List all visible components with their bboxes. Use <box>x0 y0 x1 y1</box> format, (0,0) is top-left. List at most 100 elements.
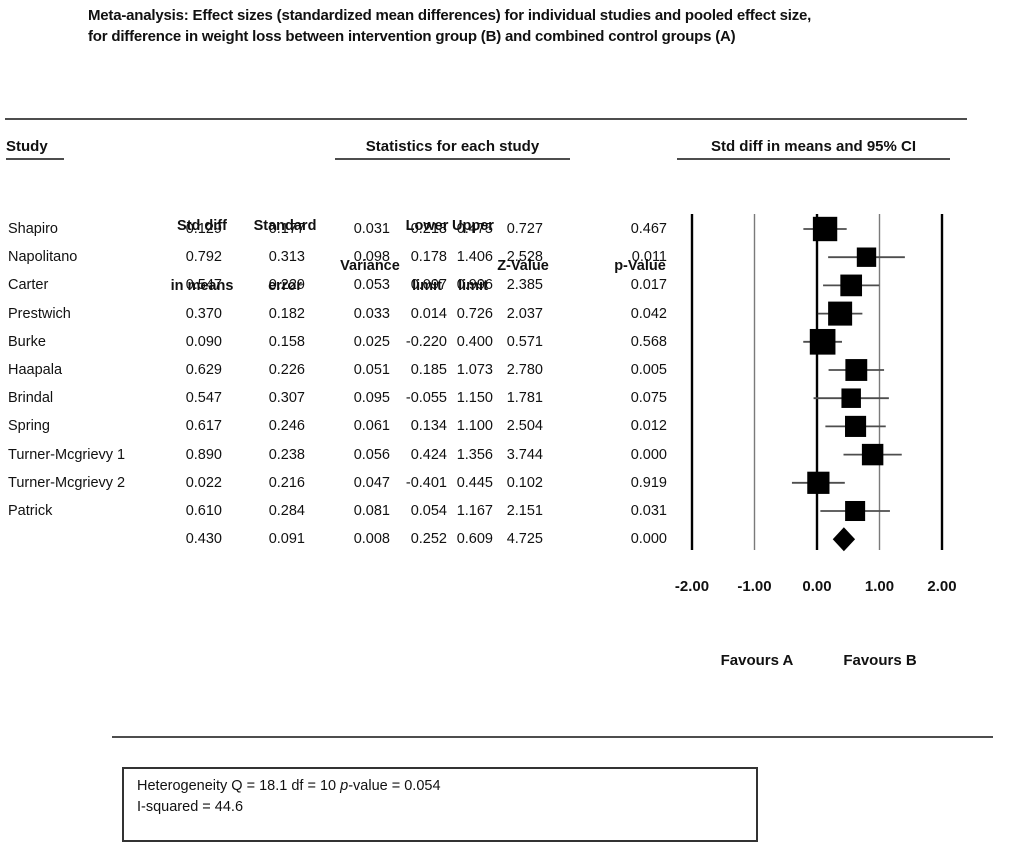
cell-std-err: 0.284 <box>268 503 305 519</box>
cell-variance: 0.056 <box>353 446 390 463</box>
heterogeneity-line2: I-squared = 44.6 <box>137 799 244 815</box>
cell-z: 3.744 <box>506 446 543 463</box>
study-name: Patrick <box>8 503 53 519</box>
cell-lower: 0.424 <box>410 446 447 463</box>
cell-lower: 0.134 <box>410 418 447 435</box>
study-marker <box>845 500 866 522</box>
cell-std-err: 0.229 <box>268 277 305 294</box>
cell-variance: 0.008 <box>353 531 390 548</box>
cell-z: 2.504 <box>506 418 543 435</box>
cell-std-err: 0.091 <box>268 531 305 548</box>
cell-p: 0.031 <box>630 503 667 519</box>
cell-variance: 0.095 <box>353 390 390 407</box>
bottom-divider <box>112 736 993 738</box>
heterogeneity-line1: Heterogeneity Q = 18.1 df = 10 p-value =… <box>137 778 441 794</box>
cell-upper: 1.167 <box>456 503 493 519</box>
study-name: Carter <box>8 277 49 294</box>
cell-std-err: 0.177 <box>268 221 305 237</box>
study-marker <box>840 274 863 297</box>
cell-std-err: 0.226 <box>268 362 305 378</box>
col-header-upper-limit: Upper limit <box>452 218 494 294</box>
cell-upper: 0.475 <box>456 221 493 237</box>
table-row: Burke 0.090 0.158 0.025 -0.220 0.400 0.571 0.56… <box>0 328 692 356</box>
table-row: Spring 0.617 0.246 0.061 0.134 1.100 2.504 0.01… <box>0 412 692 440</box>
table-row: Shapiro 0.129 0.177 0.031 -0.218 0.475 0.727 0.… <box>0 215 692 243</box>
study-name: Haapala <box>8 362 63 378</box>
col-header-p-value: p-Value <box>614 258 666 274</box>
cell-upper: 1.406 <box>456 249 493 266</box>
x-axis-tick-label: -2.00 <box>674 578 710 595</box>
cell-z: 2.780 <box>506 362 543 378</box>
cell-z: 4.725 <box>506 531 543 548</box>
top-divider <box>5 118 967 120</box>
x-axis: -2.00 -1.00 0.00 1.00 2.00 <box>0 578 1024 600</box>
favours-a-label: Favours A <box>720 652 794 669</box>
forest-plot-area <box>690 214 944 552</box>
cell-std-diff: 0.022 <box>185 474 222 491</box>
study-name: Turner-Mcgrievy 1 <box>8 446 126 463</box>
cell-z: 2.037 <box>506 305 543 322</box>
cell-p: 0.000 <box>630 531 667 548</box>
study-marker <box>812 216 838 242</box>
cell-std-diff: 0.890 <box>185 446 222 463</box>
cell-upper: 1.150 <box>456 390 493 407</box>
cell-variance: 0.025 <box>353 333 390 350</box>
column-group-study: Study <box>6 137 64 160</box>
cell-z: 1.781 <box>506 390 543 407</box>
cell-lower: -0.055 <box>405 390 447 407</box>
table-row: Patrick 0.610 0.284 0.081 0.054 1.167 2.151 0.0… <box>0 497 692 525</box>
cell-lower: 0.014 <box>410 305 447 322</box>
cell-upper: 0.400 <box>456 333 493 350</box>
table-row: Turner-Mcgrievy 1 0.890 0.238 0.056 0.424 1.3… <box>0 441 692 469</box>
cell-variance: 0.033 <box>353 305 390 322</box>
cell-upper: 0.726 <box>456 305 493 322</box>
cell-upper: 0.996 <box>456 277 493 294</box>
figure-title-line2: for difference in weight loss between in… <box>88 28 736 45</box>
x-axis-tick-label: 1.00 <box>864 578 895 595</box>
cell-lower: 0.185 <box>410 362 447 378</box>
table-row: Turner-Mcgrievy 2 0.022 0.216 0.047 -0.401 0.… <box>0 469 692 497</box>
cell-lower: 0.178 <box>410 249 447 266</box>
cell-upper: 1.073 <box>456 362 493 378</box>
study-marker <box>828 301 853 326</box>
cell-variance: 0.031 <box>353 221 390 237</box>
cell-p: 0.017 <box>630 277 667 294</box>
study-marker <box>841 388 861 408</box>
col-header-std-diff: Std diff in means <box>170 218 234 294</box>
favours-b-label: Favours B <box>843 652 917 669</box>
study-marker <box>809 328 836 355</box>
cell-z: 0.727 <box>506 221 543 237</box>
study-name: Shapiro <box>8 221 58 237</box>
cell-std-err: 0.238 <box>268 446 305 463</box>
study-name: Burke <box>8 333 46 350</box>
cell-std-diff: 0.090 <box>185 333 222 350</box>
figure-title-line1: Meta-analysis: Effect sizes (standardize… <box>88 7 812 24</box>
col-header-variance: Variance <box>340 258 400 274</box>
study-name: Brindal <box>8 390 54 407</box>
cell-lower: 0.252 <box>410 531 447 548</box>
col-header-standard-error: Standard error <box>253 218 317 294</box>
cell-lower: -0.401 <box>405 474 447 491</box>
cell-z: 2.528 <box>506 249 543 266</box>
cell-p: 0.568 <box>630 333 667 350</box>
cell-std-diff: 0.547 <box>185 277 222 294</box>
cell-std-err: 0.246 <box>268 418 305 435</box>
x-axis-tick-label: -1.00 <box>737 578 772 595</box>
pooled-diamond <box>832 527 856 552</box>
study-marker <box>845 359 868 381</box>
cell-upper: 0.445 <box>456 474 493 491</box>
study-name: Prestwich <box>8 305 71 322</box>
table-row: Haapala 0.629 0.226 0.051 0.185 1.073 2.780 0.0… <box>0 356 692 384</box>
cell-p: 0.075 <box>630 390 667 407</box>
cell-lower: -0.218 <box>405 221 447 237</box>
statistics-table: Shapiro 0.129 0.177 0.031 -0.218 0.475 0.727 0.… <box>0 0 692 560</box>
heterogeneity-box: Heterogeneity Q = 18.1 df = 10 p-value =… <box>122 767 758 842</box>
study-name <box>8 525 158 553</box>
cell-variance: 0.053 <box>353 277 390 294</box>
cell-std-err: 0.158 <box>268 333 305 350</box>
table-row: Carter 0.547 0.229 0.053 0.097 0.996 2.385 0.01… <box>0 271 692 299</box>
cell-std-diff: 0.129 <box>185 221 222 237</box>
col-header-lower-limit: Lower limit <box>405 218 449 294</box>
cell-variance: 0.098 <box>353 249 390 266</box>
